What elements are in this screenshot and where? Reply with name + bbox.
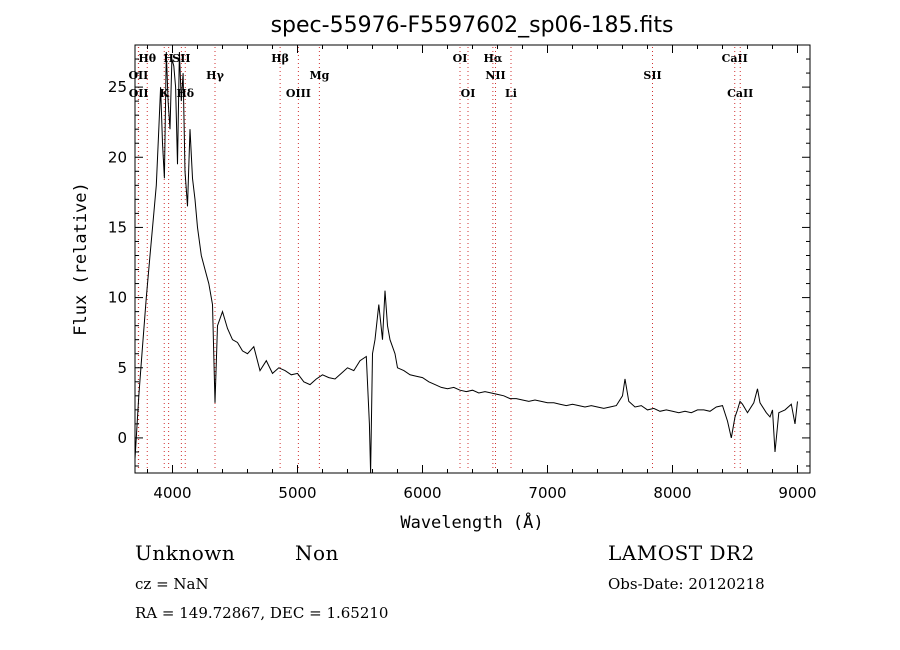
y-tick-label: 0: [117, 429, 127, 447]
y-axis-label: Flux (relative): [71, 182, 91, 336]
line-marker-label: CaII: [727, 87, 753, 100]
line-marker-label: SII: [172, 52, 190, 65]
line-marker-label: Hγ: [206, 69, 224, 82]
spectrum-line: [134, 51, 798, 474]
line-marker-label: NII: [485, 69, 505, 82]
x-tick-label: 5000: [278, 484, 316, 502]
ra-dec: RA = 149.72867, DEC = 1.65210: [135, 604, 389, 622]
line-marker-label: Hα: [483, 52, 502, 65]
x-axis-label: Wavelength (Å): [400, 511, 543, 533]
line-marker-label: Hθ: [138, 52, 156, 65]
subclass-label: Non: [295, 541, 339, 565]
class-label: Unknown: [135, 541, 236, 565]
x-tick-label: 8000: [653, 484, 691, 502]
chart-title: spec-55976-F5597602_sp06-185.fits: [271, 13, 674, 38]
plot-frame: [134, 44, 811, 474]
y-tick-label: 10: [108, 289, 127, 307]
x-tick-label: 7000: [528, 484, 566, 502]
y-tick-label: 25: [108, 78, 127, 96]
line-marker-label: OI: [461, 87, 476, 100]
cz-value: cz = NaN: [135, 575, 209, 593]
line-marker-label: H: [163, 52, 173, 65]
line-marker-label: OI: [453, 52, 468, 65]
line-marker-label: OII: [129, 87, 149, 100]
line-marker-label: Mg: [309, 69, 329, 82]
line-marker-label: CaII: [722, 52, 748, 65]
x-tick-label: 9000: [778, 484, 816, 502]
y-tick-label: 15: [108, 218, 127, 236]
obs-date: Obs-Date: 20120218: [608, 575, 765, 593]
line-marker-label: OIII: [286, 87, 311, 100]
x-tick-label: 4000: [153, 484, 191, 502]
x-tick-label: 6000: [403, 484, 441, 502]
survey-label: LAMOST DR2: [608, 541, 755, 565]
y-tick-label: 5: [117, 359, 127, 377]
line-marker-label: SII: [643, 69, 661, 82]
line-marker-label: Hβ: [271, 52, 289, 65]
line-marker-label: K: [159, 87, 169, 100]
y-tick-label: 20: [108, 148, 127, 166]
line-marker-label: Li: [505, 87, 517, 100]
axes: 4000 5000 6000 7000 8000 9000 0 5 10 15 20 25: [108, 45, 817, 502]
